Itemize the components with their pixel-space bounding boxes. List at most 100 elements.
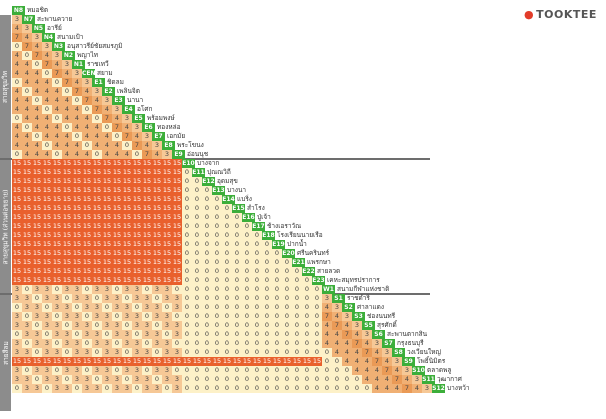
- fare-cell: 0: [182, 384, 192, 393]
- fare-cell: 0: [292, 348, 302, 357]
- station-name: แพรกษา: [307, 258, 331, 266]
- fare-cell: 4: [342, 357, 352, 366]
- fare-cell: 0: [292, 339, 302, 348]
- fare-cell: 0: [12, 114, 22, 123]
- fare-cell: 4: [342, 339, 352, 348]
- fare-cell: 3: [122, 285, 132, 294]
- fare-cell: 0: [252, 321, 262, 330]
- fare-cell: 0: [312, 366, 322, 375]
- fare-cell: 3: [172, 375, 182, 384]
- fare-cell: 15: [162, 240, 172, 249]
- fare-cell: 4: [112, 150, 122, 159]
- fare-cell: 4: [332, 330, 342, 339]
- station-name: ราชเทวี: [87, 60, 109, 68]
- fare-cell: 4: [92, 141, 102, 150]
- fare-cell: 3: [412, 375, 422, 384]
- fare-cell: 7: [362, 348, 372, 357]
- fare-cell: 3: [82, 78, 92, 87]
- fare-cell: 0: [52, 78, 62, 87]
- fare-cell: 3: [62, 366, 72, 375]
- fare-cell: 4: [102, 141, 112, 150]
- fare-cell: 15: [72, 186, 82, 195]
- fare-cell: 0: [22, 312, 32, 321]
- fare-cell: 4: [362, 375, 372, 384]
- fare-cell: 0: [82, 339, 92, 348]
- fare-cell: 15: [12, 177, 22, 186]
- fare-cell: 0: [342, 384, 352, 393]
- fare-cell: 0: [282, 294, 292, 303]
- fare-cell: 0: [62, 321, 72, 330]
- fare-cell: 0: [252, 294, 262, 303]
- fare-cell: 0: [262, 240, 272, 249]
- fare-cell: 0: [232, 321, 242, 330]
- fare-cell: 0: [212, 195, 222, 204]
- fare-cell: 3: [132, 312, 142, 321]
- fare-cell: 15: [72, 222, 82, 231]
- fare-cell: 15: [172, 168, 182, 177]
- fare-cell: 15: [62, 177, 72, 186]
- fare-cell: 4: [12, 141, 22, 150]
- fare-cell: 15: [172, 177, 182, 186]
- fare-cell: 3: [82, 348, 92, 357]
- fare-cell: 0: [42, 141, 52, 150]
- fare-cell: 3: [162, 375, 172, 384]
- fare-cell: 3: [112, 294, 122, 303]
- fare-cell: 3: [82, 384, 92, 393]
- fare-cell: 0: [32, 132, 42, 141]
- fare-cell: 0: [272, 258, 282, 267]
- fare-cell: 4: [352, 357, 362, 366]
- fare-cell: 15: [72, 240, 82, 249]
- fare-cell: 15: [92, 159, 102, 168]
- fare-cell: 0: [212, 348, 222, 357]
- fare-cell: 4: [72, 123, 82, 132]
- fare-cell: 3: [372, 339, 382, 348]
- fare-cell: 0: [232, 240, 242, 249]
- fare-cell: 15: [12, 213, 22, 222]
- station-name: พร้อมพงษ์: [147, 114, 175, 122]
- fare-cell: 3: [72, 348, 82, 357]
- fare-cell: 3: [102, 339, 112, 348]
- station-code: CEN: [82, 69, 96, 78]
- fare-cell: 3: [42, 294, 52, 303]
- fare-cell: 15: [42, 357, 52, 366]
- fare-cell: 3: [172, 384, 182, 393]
- fare-cell: 15: [62, 222, 72, 231]
- fare-cell: 15: [72, 168, 82, 177]
- fare-cell: 15: [42, 177, 52, 186]
- fare-cell: 0: [252, 339, 262, 348]
- fare-cell: 0: [202, 285, 212, 294]
- fare-cell: 15: [162, 177, 172, 186]
- fare-cell: 15: [152, 186, 162, 195]
- station-name: ทองหล่อ: [157, 123, 181, 131]
- fare-cell: 15: [62, 258, 72, 267]
- fare-cell: 15: [62, 213, 72, 222]
- fare-cell: 0: [142, 366, 152, 375]
- fare-cell: 0: [312, 321, 322, 330]
- fare-cell: 0: [142, 285, 152, 294]
- fare-cell: 0: [352, 384, 362, 393]
- fare-cell: 3: [162, 348, 172, 357]
- fare-cell: 0: [232, 249, 242, 258]
- fare-cell: 4: [22, 105, 32, 114]
- fare-cell: 15: [32, 186, 42, 195]
- fare-cell: 7: [72, 87, 82, 96]
- fare-cell: 15: [112, 222, 122, 231]
- fare-cell: 15: [52, 186, 62, 195]
- fare-cell: 15: [152, 177, 162, 186]
- fare-cell: 15: [102, 357, 112, 366]
- fare-cell: 0: [182, 186, 192, 195]
- fare-cell: 15: [32, 357, 42, 366]
- fare-cell: 15: [22, 186, 32, 195]
- fare-cell: 15: [232, 357, 242, 366]
- fare-cell: 15: [132, 168, 142, 177]
- station-code: E15: [232, 204, 245, 213]
- fare-cell: 0: [252, 330, 262, 339]
- station-name: อารีย์: [47, 24, 62, 32]
- fare-cell: 0: [82, 105, 92, 114]
- fare-cell: 0: [192, 267, 202, 276]
- fare-cell: 3: [32, 312, 42, 321]
- fare-cell: 15: [72, 231, 82, 240]
- fare-cell: 15: [52, 195, 62, 204]
- fare-cell: 0: [222, 267, 232, 276]
- station-name: กรุงธนบุรี: [397, 339, 424, 347]
